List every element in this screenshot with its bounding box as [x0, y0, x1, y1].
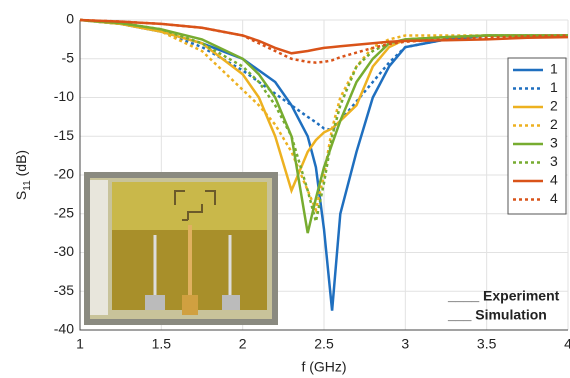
y-label-sub: 11 — [22, 180, 33, 191]
axes — [79, 20, 568, 331]
x-tick-label: 2.5 — [314, 336, 334, 352]
legend-label: 2 — [550, 116, 558, 132]
y-tick-label: -25 — [54, 204, 74, 220]
x-axis-label: f (GHz) — [301, 359, 346, 375]
legend-label: 1 — [550, 79, 558, 95]
y-label-main: S — [13, 191, 29, 200]
y-tick-label: -15 — [54, 127, 74, 143]
series-line — [79, 18, 568, 222]
y-label-unit: (dB) — [13, 150, 29, 176]
legend-label: 2 — [550, 98, 558, 114]
legend-label: 4 — [550, 190, 558, 206]
series-line — [79, 18, 568, 234]
x-tick-label: 1.5 — [152, 336, 172, 352]
lines — [79, 18, 569, 311]
annotation: ____ Experiment — [447, 288, 560, 304]
x-tick-label: 3.5 — [477, 336, 497, 352]
inset-photo — [84, 172, 278, 325]
antenna-trace — [174, 190, 216, 221]
connector — [145, 295, 165, 310]
annotation: ___ Simulation — [447, 307, 547, 323]
x-tick-label: 2 — [239, 336, 247, 352]
y-tick-label: -35 — [54, 282, 74, 298]
x-tick-label: 1 — [76, 336, 84, 352]
board-top — [112, 182, 267, 230]
y-tick-label: -10 — [54, 88, 74, 104]
y-axis-label: S11 (dB) — [13, 150, 33, 200]
legend: 1 1 2 2 3 3 4 4 — [507, 57, 567, 215]
series-line — [79, 18, 568, 311]
legend-label: 1 — [550, 61, 558, 77]
y-tick-label: -30 — [54, 243, 74, 259]
x-tick-label: 3 — [401, 336, 409, 352]
y-tick-label: 0 — [66, 11, 74, 27]
legend-label: 3 — [550, 153, 558, 169]
legend-label: 3 — [550, 135, 558, 151]
connector — [222, 295, 240, 310]
x-tick-label: 4 — [564, 336, 570, 352]
series-line — [79, 18, 568, 132]
y-tick-label: -40 — [54, 321, 74, 337]
y-tick-label: -5 — [62, 49, 75, 65]
ruler — [90, 180, 108, 315]
legend-label: 4 — [550, 172, 558, 188]
y-tick-label: -20 — [54, 166, 74, 182]
series-line — [79, 18, 568, 214]
legend-box — [507, 57, 567, 215]
connector — [182, 295, 198, 315]
series-line — [79, 18, 569, 64]
